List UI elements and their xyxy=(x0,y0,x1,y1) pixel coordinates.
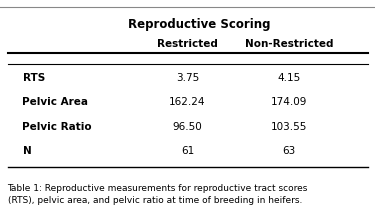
Text: RTS: RTS xyxy=(22,73,45,83)
Text: Table 1: Reproductive measurements for reproductive tract scores
(RTS), pelvic a: Table 1: Reproductive measurements for r… xyxy=(8,184,308,205)
Text: N: N xyxy=(22,146,31,156)
Text: 96.50: 96.50 xyxy=(172,121,202,132)
Text: 174.09: 174.09 xyxy=(271,97,307,107)
Text: Pelvic Area: Pelvic Area xyxy=(22,97,88,107)
Text: Pelvic Ratio: Pelvic Ratio xyxy=(22,121,92,132)
Text: 162.24: 162.24 xyxy=(169,97,206,107)
Text: Restricted: Restricted xyxy=(157,39,218,49)
Text: 3.75: 3.75 xyxy=(176,73,199,83)
Text: 4.15: 4.15 xyxy=(277,73,300,83)
Text: 61: 61 xyxy=(181,146,194,156)
Text: 63: 63 xyxy=(282,146,296,156)
Text: 103.55: 103.55 xyxy=(271,121,307,132)
Text: Non-Restricted: Non-Restricted xyxy=(244,39,333,49)
Text: Reproductive Scoring: Reproductive Scoring xyxy=(128,18,270,31)
